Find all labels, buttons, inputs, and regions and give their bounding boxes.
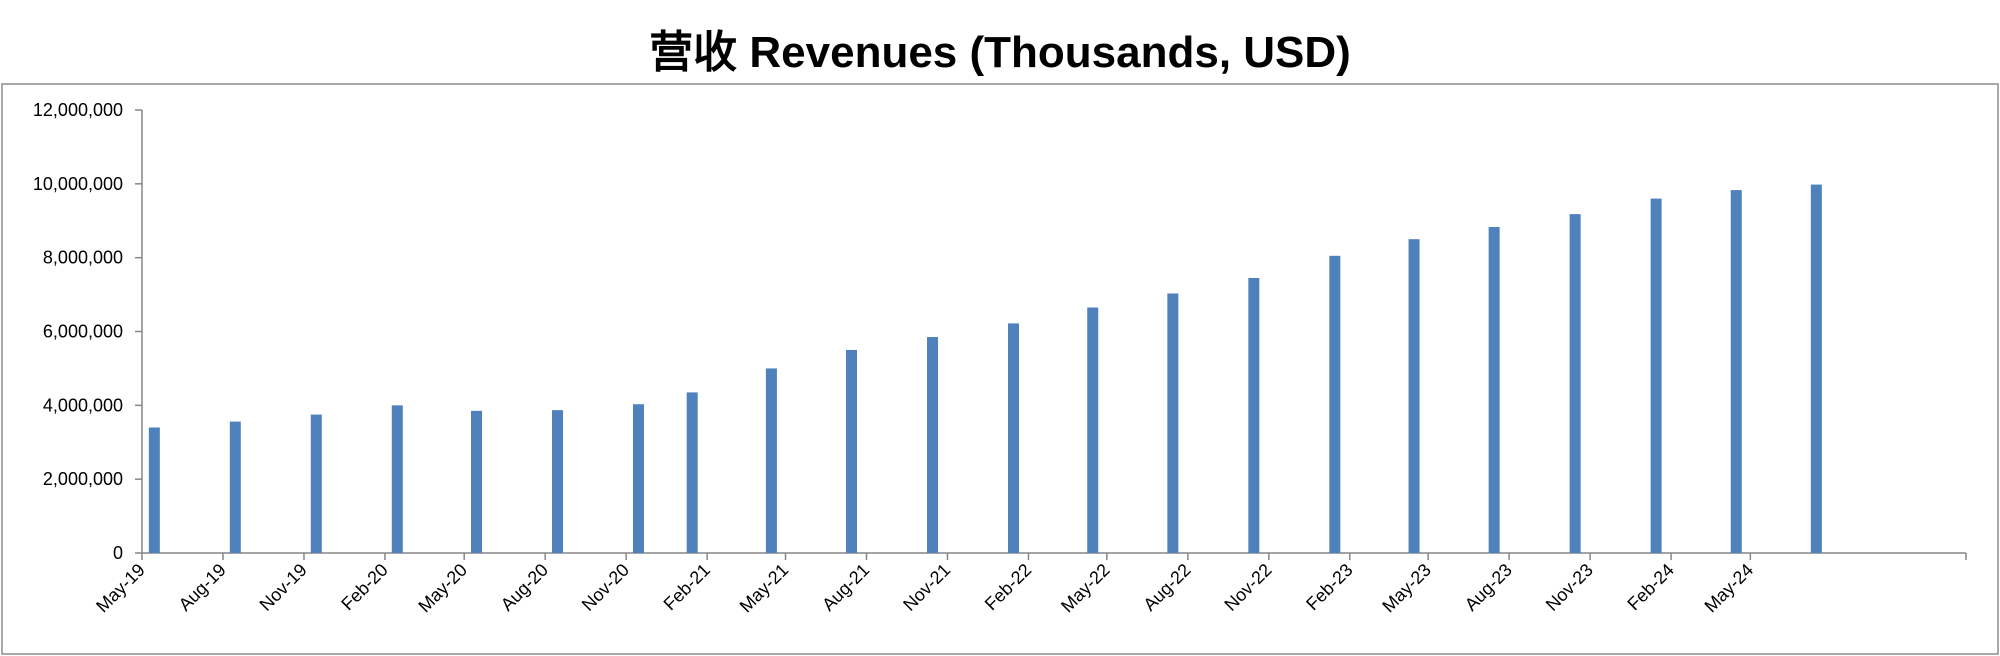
bar-series	[148, 184, 1822, 554]
y-tick-label: 6,000,000	[43, 322, 123, 342]
bar	[1167, 293, 1179, 553]
y-tick-label: 0	[113, 543, 123, 563]
bar	[1569, 214, 1581, 554]
bar	[1008, 323, 1020, 553]
x-tick-label: Feb-22	[981, 560, 1035, 614]
bar	[1650, 198, 1662, 553]
bar	[310, 414, 322, 553]
x-tick-label: Feb-24	[1623, 560, 1677, 614]
x-tick-label: May-24	[1701, 560, 1758, 617]
bar	[765, 368, 777, 553]
y-tick-label: 10,000,000	[33, 174, 123, 194]
x-tick-label: Feb-23	[1302, 560, 1356, 614]
x-tick-label: May-19	[92, 560, 149, 617]
bar	[1730, 190, 1742, 553]
bar	[1248, 277, 1260, 553]
y-axis: 0 2,000,000 4,000,000 6,000,000 8,000,000 10,…	[33, 100, 143, 563]
bar	[632, 404, 644, 553]
x-tick-label: Nov-20	[578, 560, 633, 615]
bar	[148, 427, 160, 553]
x-tick-label: Aug-21	[818, 560, 873, 615]
chart-title: 营收 Revenues (Thousands, USD)	[649, 28, 1351, 77]
y-tick-label: 12,000,000	[33, 100, 123, 120]
bar	[927, 337, 939, 553]
y-tick-label: 2,000,000	[43, 469, 123, 489]
bar	[552, 410, 564, 553]
x-tick-label: Feb-21	[660, 560, 714, 614]
x-axis: May-19 Aug-19 Nov-19 Feb-20 May-20 Aug-20 Nov-…	[92, 552, 1967, 617]
y-tick-label: 8,000,000	[43, 248, 123, 268]
bar	[1329, 255, 1341, 553]
bar	[1810, 184, 1822, 554]
x-tick-label: Nov-23	[1542, 560, 1597, 615]
bar	[471, 410, 483, 553]
x-tick-label: May-22	[1057, 560, 1114, 617]
x-tick-label: May-20	[414, 560, 471, 617]
x-tick-label: Aug-23	[1461, 560, 1516, 615]
plot-frame	[1, 83, 1999, 655]
x-tick-label: Nov-19	[256, 560, 311, 615]
bar	[1408, 239, 1420, 554]
y-tick-label: 4,000,000	[43, 395, 123, 415]
x-tick-label: Nov-21	[899, 560, 954, 615]
bar	[229, 421, 241, 553]
x-tick-label: Nov-22	[1220, 560, 1275, 615]
bar	[846, 349, 858, 553]
x-tick-label: May-21	[736, 560, 793, 617]
x-tick-label: Aug-19	[175, 560, 230, 615]
bar	[1488, 227, 1500, 554]
bar	[1087, 307, 1099, 553]
x-tick-label: Aug-20	[497, 560, 552, 615]
x-tick-label: Aug-22	[1139, 560, 1194, 615]
x-tick-label: May-23	[1378, 560, 1435, 617]
bar	[686, 392, 698, 553]
bar	[391, 405, 403, 553]
x-tick-label: Feb-20	[337, 560, 391, 614]
